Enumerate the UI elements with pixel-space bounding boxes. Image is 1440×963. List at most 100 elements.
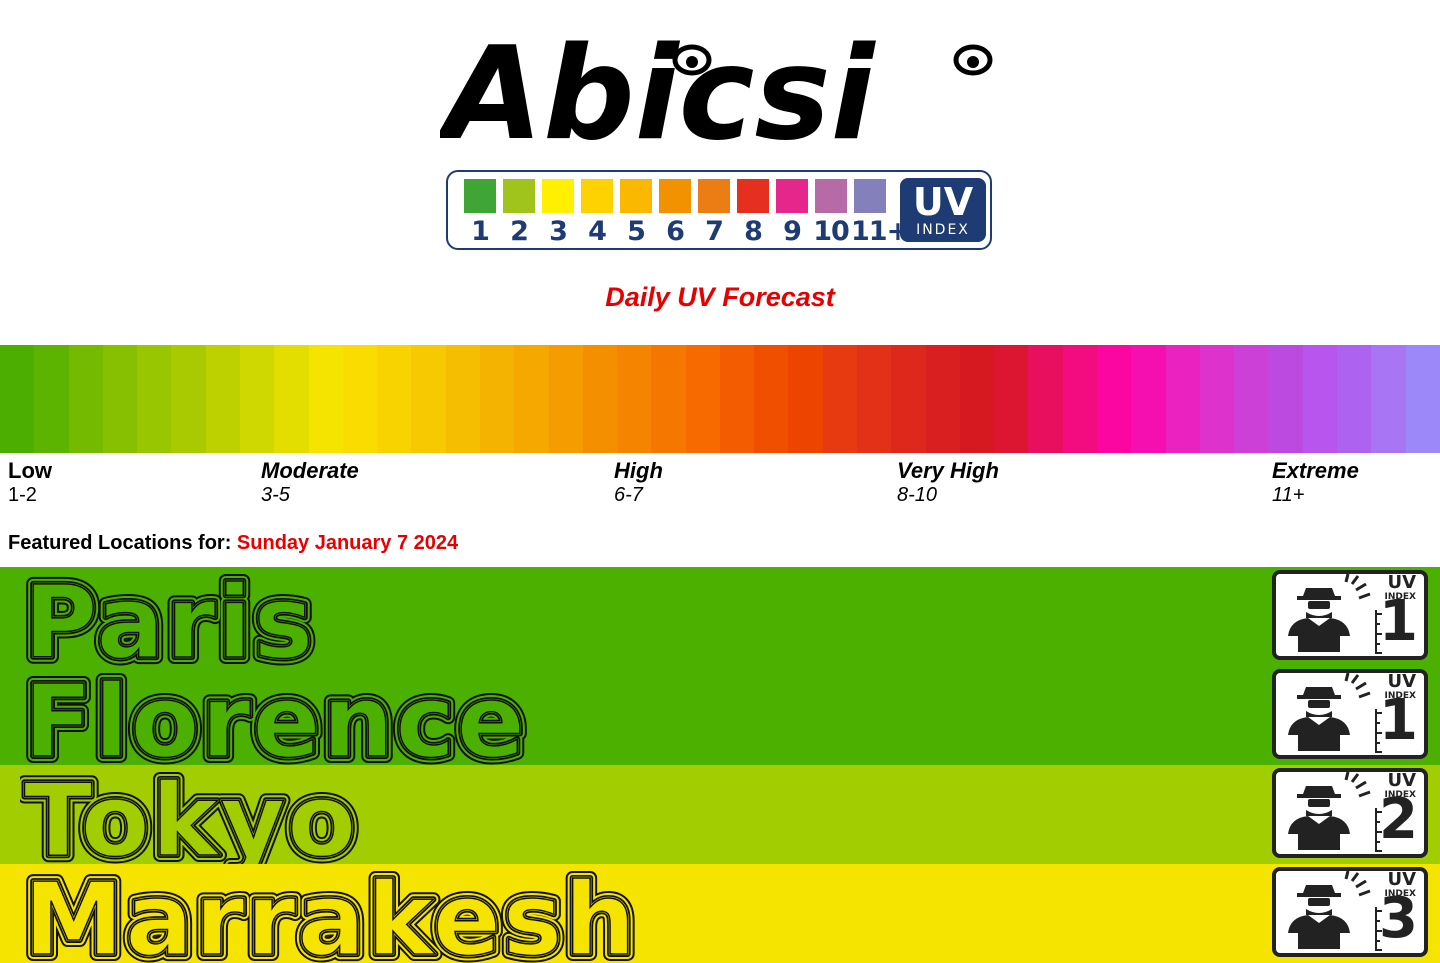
eye-icon [672,44,712,76]
uv-scale-number: 10 [813,216,850,247]
gradient-segment [754,345,789,453]
category-name: Moderate [261,458,359,483]
gradient-segment [445,345,480,453]
uv-scale-number: 3 [549,216,568,247]
gradient-segment [1336,345,1372,453]
uv-badge-big: UV [912,180,974,224]
badge-uv-value: 1 [1379,589,1418,654]
gradient-segment [479,345,515,453]
location-row[interactable]: Marrakesh Marrakesh Marrakesh Marrakesh Marr… [0,864,1440,963]
category-name: Very High [897,458,999,483]
featured-locations-heading: Featured Locations for: Sunday January 7… [8,532,458,555]
gradient-segment [994,345,1029,453]
city-name[interactable]: MarrakeshMarrakeshMarrakeshMarrakeshMarr… [20,864,1220,963]
page-subtitle: Daily UV Forecast [605,282,835,312]
badge-index-label: INDEX [1384,889,1416,899]
gradient-segment [1371,345,1406,453]
uv-scale-swatch [737,179,769,213]
gradient-segment [548,345,583,453]
uv-scale-swatch [620,179,652,213]
uv-index-badge: UV INDEX 3 [1272,867,1428,957]
logo-text: Abicsi [440,22,877,147]
uv-index-badge: UV INDEX 2 [1272,768,1428,858]
category-extreme: Extreme 11+ [1272,458,1359,507]
location-row[interactable]: Tokyo Tokyo Tokyo Tokyo Tokyo UV INDEX 2 [0,765,1440,864]
svg-text:Tokyo: Tokyo [24,765,358,864]
abicsi-logo[interactable]: Abicsi [440,22,1000,147]
category-name: Low [8,458,52,483]
gradient-segment [651,345,686,453]
gradient-segment [1165,345,1200,453]
category-range: 8-10 [897,484,938,506]
location-row[interactable]: Florence Florence Florence Florence Florence… [0,666,1440,765]
uv-index-badge: UV INDEX 1 [1272,669,1428,759]
gradient-segment [514,345,549,453]
uv-scale-number: 7 [705,216,724,247]
uv-scale-swatch [542,179,574,213]
category-low: Low 1-2 [8,458,52,507]
svg-text:Paris: Paris [24,567,315,666]
uv-scale-number: 5 [627,216,646,247]
gradient-segment [719,345,755,453]
category-very-high: Very High 8-10 [897,458,999,507]
gradient-segment [274,345,309,453]
gradient-segment [171,345,206,453]
svg-text:Tokyo: Tokyo [24,765,358,864]
uv-scale-number: 6 [666,216,685,247]
svg-text:Tokyo: Tokyo [24,765,358,864]
uv-scale-swatch [698,179,730,213]
gradient-segment [959,345,995,453]
badge-uv-value: 2 [1379,787,1418,852]
uv-index-badge: UV INDEX [900,178,986,242]
gradient-segment [617,345,652,453]
uv-scale-swatch [776,179,808,213]
featured-label: Featured Locations for: [8,532,232,554]
gradient-segment [1131,345,1166,453]
badge-uv-label: UV [1387,770,1416,791]
category-name: High [614,458,663,483]
gradient-segment [308,345,343,453]
gradient-segment [1302,345,1337,453]
gradient-segment [1062,345,1097,453]
location-row[interactable]: Paris Paris Paris Paris Paris UV INDEX 1 [0,567,1440,666]
gradient-segment [685,345,720,453]
badge-uv-label: UV [1387,572,1416,593]
scale-ruler-icon [1375,709,1382,753]
uv-scale-number: 2 [510,216,529,247]
header: Abicsi [0,0,1440,150]
gradient-segment [891,345,926,453]
category-range: 11+ [1272,484,1305,506]
uv-scale-number: 4 [588,216,607,247]
uv-scale-number: 8 [744,216,763,247]
svg-text:Florence: Florence [24,666,527,765]
gradient-segment [1097,345,1132,453]
badge-uv-value: 3 [1379,886,1418,951]
svg-text:Florence: Florence [24,666,527,765]
svg-text:Paris: Paris [24,567,315,666]
category-name: Extreme [1272,458,1359,483]
category-range: 1-2 [8,484,37,506]
gradient-segment [137,345,172,453]
svg-text:Marrakesh: Marrakesh [24,864,637,963]
svg-text:Paris: Paris [24,567,315,666]
uv-scale-number: 9 [783,216,802,247]
gradient-segment [342,345,378,453]
uv-badge-small: INDEX [916,222,970,238]
gradient-segment [0,345,35,453]
sun-rays-icon [1344,574,1371,600]
gradient-segment [377,345,412,453]
uv-scale-swatch [815,179,847,213]
svg-text:Florence: Florence [24,666,527,765]
sun-rays-icon [1344,772,1371,798]
svg-text:Paris: Paris [24,567,315,666]
gradient-segment [925,345,960,453]
uv-scale-number: 1 [471,216,490,247]
uv-index-scale: UV INDEX 1 2 3 4 5 6 7 8 9 10 11+ [446,170,992,250]
person-with-hat-icon [1288,772,1382,852]
category-range: 6-7 [614,484,643,506]
badge-index-label: INDEX [1384,592,1416,602]
badge-uv-value: 1 [1379,688,1418,753]
